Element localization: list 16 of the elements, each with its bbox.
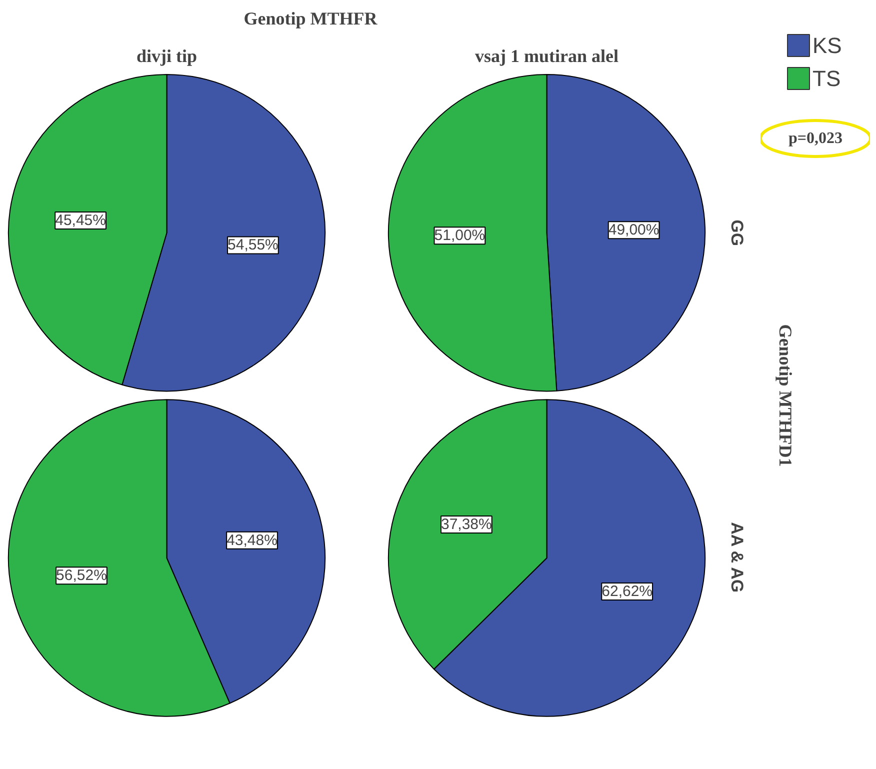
text: GG <box>727 220 746 246</box>
data-label: 45,45% <box>55 212 106 229</box>
data-label: 54,55% <box>228 236 278 254</box>
data-label: 51,00% <box>434 227 486 244</box>
chart-title: vsaj 1 mutiran alel <box>475 46 619 66</box>
data-label: 62,62% <box>602 583 653 600</box>
text: Genotip MTHFD1 <box>776 324 796 467</box>
data-label: 56,52% <box>56 567 107 584</box>
text: p=0,023 <box>788 130 843 147</box>
data-label: 43,48% <box>226 532 278 549</box>
text: divji tip <box>136 46 198 66</box>
data-label: 37,38% <box>440 516 492 533</box>
text: AA & AG <box>727 522 746 593</box>
text: Genotip MTHFR <box>244 8 378 28</box>
legend-label: KS <box>812 33 842 58</box>
legend-label: TS <box>812 66 841 91</box>
